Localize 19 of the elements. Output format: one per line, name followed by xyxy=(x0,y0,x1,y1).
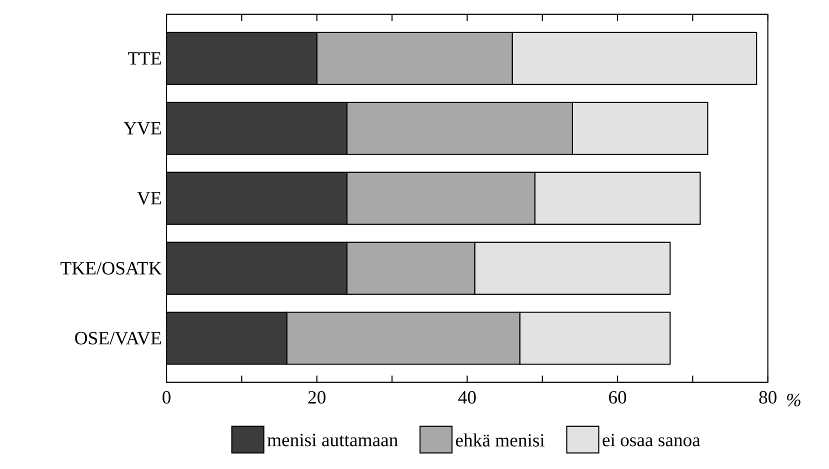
y-tick-label: TKE/OSATK xyxy=(60,262,162,275)
y-tick-label: YVE xyxy=(124,122,161,135)
bar xyxy=(166,32,318,85)
y-tick-label: VE xyxy=(137,192,161,205)
bar xyxy=(166,312,288,365)
legend-label: menisi auttamaan xyxy=(267,434,398,446)
bar xyxy=(166,242,348,295)
legend-label: ehkä menisi xyxy=(456,433,545,447)
x-tick-label: 20 xyxy=(308,391,326,404)
y-tick-label: OSE/VAVE xyxy=(75,332,161,345)
x-tick-label: 80 xyxy=(759,391,776,404)
x-axis-title: % xyxy=(786,394,800,406)
y-tick-label: TTE xyxy=(128,52,161,65)
x-tick-label: 60 xyxy=(608,391,626,404)
x-tick-label: 40 xyxy=(458,391,476,404)
x-tick-label: 0 xyxy=(162,391,170,404)
bar xyxy=(166,102,348,155)
bar xyxy=(166,172,348,225)
legend-label: ei osaa sanoa xyxy=(602,434,700,446)
